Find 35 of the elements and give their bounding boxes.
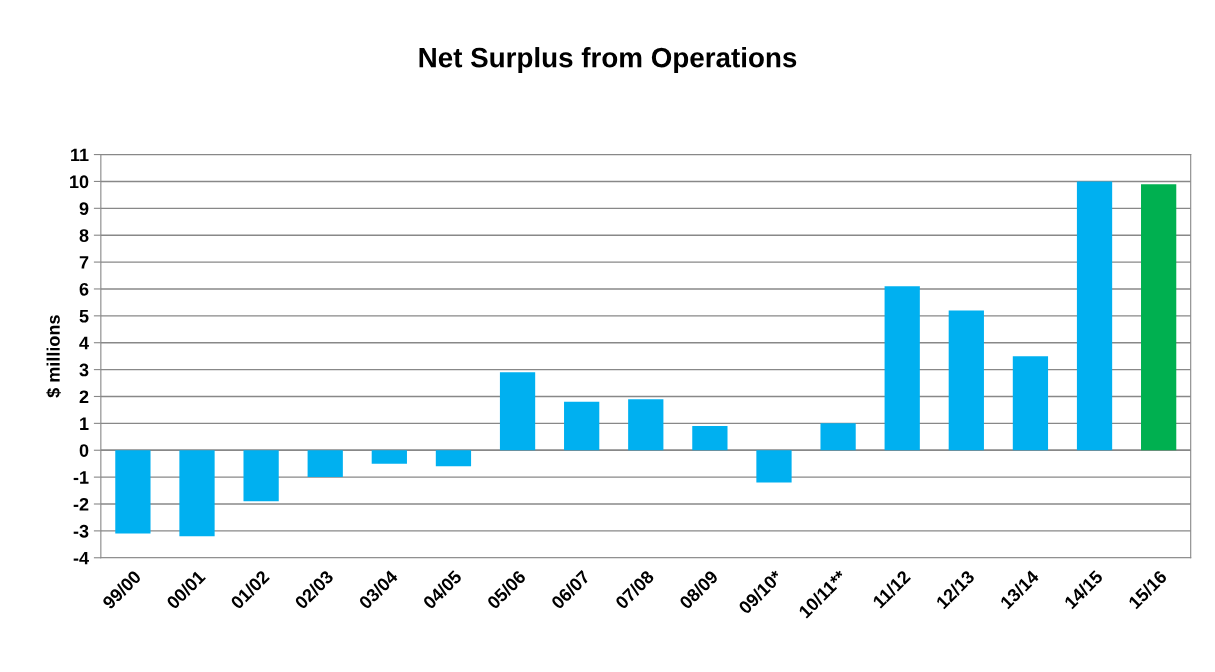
bar xyxy=(884,286,920,451)
y-tick-label: 4 xyxy=(79,336,89,350)
bar xyxy=(115,450,151,534)
bar xyxy=(371,450,407,464)
y-tick-label: -1 xyxy=(73,471,89,484)
bar xyxy=(1076,181,1113,451)
y-tick-label: 5 xyxy=(79,309,89,323)
y-tick-label: 9 xyxy=(79,202,89,216)
bar xyxy=(1012,356,1049,451)
bar xyxy=(1141,184,1177,451)
bar xyxy=(564,401,600,451)
bar xyxy=(307,450,343,478)
bar xyxy=(628,399,664,451)
bar xyxy=(692,426,728,451)
y-tick-label: -3 xyxy=(73,524,89,538)
y-axis-title: $ millions xyxy=(46,315,61,398)
y-tick-label: 10 xyxy=(70,175,89,189)
y-tick-label: 0 xyxy=(79,444,89,457)
bar xyxy=(435,450,472,467)
y-tick-label: 1 xyxy=(80,417,89,430)
y-tick-label: 7 xyxy=(79,256,89,269)
bar xyxy=(499,372,536,451)
y-tick-label: 6 xyxy=(79,282,89,296)
bar xyxy=(820,423,856,451)
bar xyxy=(179,450,215,537)
bar xyxy=(243,450,279,502)
y-tick-label: -2 xyxy=(73,497,89,511)
chart-title: Net Surplus from Operations xyxy=(419,47,797,73)
y-tick-label: 11 xyxy=(71,148,89,162)
y-tick-label: 2 xyxy=(79,390,89,404)
y-tick-label: 8 xyxy=(79,229,89,242)
bar xyxy=(756,450,792,483)
y-tick-label: 3 xyxy=(79,363,89,377)
y-tick-label: -4 xyxy=(73,551,89,565)
bar xyxy=(948,310,984,451)
